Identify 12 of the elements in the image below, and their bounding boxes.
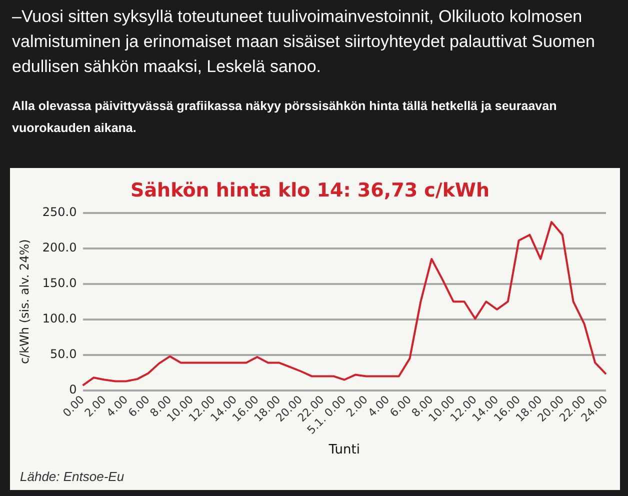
y-tick-label: 150.0: [42, 276, 77, 290]
text: Lähde: Entsoe-Eu: [20, 469, 124, 484]
y-tick-label: 200.0: [42, 240, 77, 254]
x-axis-title: Tunti: [328, 442, 360, 458]
y-tick-label: 50.0: [50, 347, 77, 362]
y-tick-label: 0: [69, 382, 77, 397]
chart-title: Sähkön hinta klo 14: 36,73 c/kWh: [130, 179, 490, 202]
y-axis-title: c/kWh (sis. alv. 24%): [17, 239, 32, 364]
y-tick-label: 250.0: [42, 204, 77, 219]
text: Alla olevassa päivittyvässä grafiikassa näkyy pörssisähkön hinta tällä hetkellä ja seuraavan vuorokauden aikana.: [12, 98, 558, 137]
text: –Vuosi sitten syksyllä toteutuneet tuulivoimainvestoinnit, Olkiluoto kolmosen valmistuminen ja erinomaiset maan sisäiset siirtoyhteydet palauttivat Suomen edullisen sähkön maaksi, Leskelä sanoo.: [12, 6, 596, 78]
y-tick-label: 100.0: [42, 312, 77, 326]
